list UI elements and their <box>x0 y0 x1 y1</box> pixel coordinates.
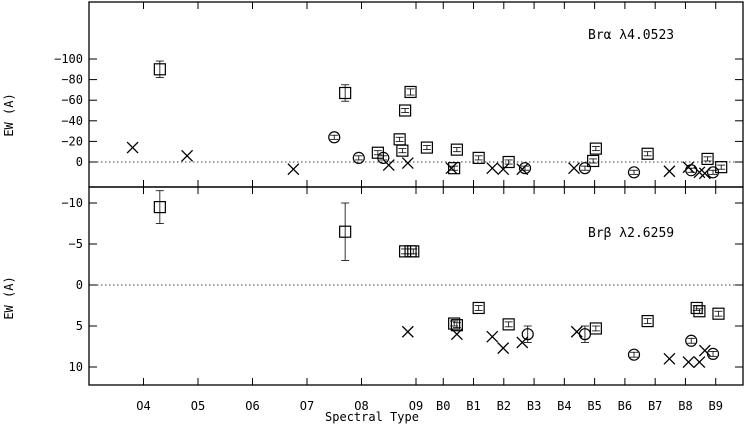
square-marker <box>450 319 463 332</box>
square-marker <box>420 141 433 154</box>
circle-marker <box>627 348 641 361</box>
top-panel-bracket-alpha: −100 −80 −60 −40 −20 0 <box>54 52 743 180</box>
y-tick-label: −20 <box>61 134 83 148</box>
cross-marker <box>698 344 711 357</box>
square-marker <box>472 301 485 315</box>
square-marker <box>712 307 725 320</box>
bottom-panel-bracket-beta: −10 −5 0 5 10 <box>61 190 743 374</box>
y-tick-label: −80 <box>61 73 83 87</box>
x-tick-label: O8 <box>354 399 368 413</box>
cross-marker <box>287 163 300 176</box>
square-marker <box>399 104 412 117</box>
square-marker <box>404 85 417 99</box>
square-marker <box>641 314 654 328</box>
square-marker <box>693 305 706 318</box>
square-marker <box>448 317 461 330</box>
square-marker <box>472 151 485 164</box>
circle-marker <box>328 131 341 144</box>
square-marker <box>339 86 352 100</box>
top-panel-label: Brα λ4.0523 <box>588 28 674 43</box>
square-marker <box>502 155 515 169</box>
bottom-panel-frame <box>88 186 744 386</box>
square-marker <box>448 162 461 175</box>
y-tick-label: −40 <box>61 114 83 128</box>
x-tick-label: O4 <box>136 399 150 413</box>
x-tick-label: O7 <box>300 399 314 413</box>
square-marker <box>502 318 515 331</box>
x-axis-title: Spectral Type <box>325 410 419 424</box>
x-tick-label: O6 <box>245 399 259 413</box>
cross-marker <box>516 163 529 176</box>
x-tick-label: B4 <box>557 399 571 413</box>
cross-marker <box>682 356 695 369</box>
x-tick-label: B0 <box>436 399 450 413</box>
square-marker <box>339 225 352 238</box>
square-marker <box>407 245 420 258</box>
x-tick-label: B3 <box>527 399 541 413</box>
square-marker <box>396 144 409 157</box>
cross-marker <box>663 352 676 365</box>
bottom-panel-label: Brβ λ2.6259 <box>588 226 674 241</box>
square-marker <box>589 322 602 335</box>
x-axis-spectral-type: O4 O5 O6 O7 O8 O9 B0 B1 B2 B3 B4 B5 B6 B7 B8 B9 <box>136 2 723 413</box>
x-tick-label: B7 <box>648 399 662 413</box>
cross-marker <box>497 342 510 355</box>
cross-marker <box>516 336 529 349</box>
cross-marker <box>693 356 706 369</box>
x-tick-label: B2 <box>497 399 511 413</box>
cross-marker <box>401 325 414 338</box>
y-tick-label: 0 <box>76 278 83 292</box>
circle-marker <box>521 328 534 341</box>
square-marker <box>589 142 602 155</box>
cross-marker <box>682 161 695 174</box>
square-marker <box>153 63 166 76</box>
circle-marker <box>685 334 698 347</box>
square-marker <box>641 147 654 160</box>
cross-marker <box>570 325 583 338</box>
circle-marker <box>377 151 390 164</box>
y-tick-label: −5 <box>69 237 83 251</box>
y-tick-label: 5 <box>76 319 83 333</box>
square-marker <box>587 154 600 168</box>
cross-marker <box>445 162 458 175</box>
x-tick-label: B1 <box>466 399 480 413</box>
cross-marker <box>663 165 676 178</box>
cross-marker <box>486 162 499 175</box>
x-tick-label: B5 <box>587 399 601 413</box>
x-tick-label: B9 <box>708 399 722 413</box>
circle-marker <box>352 151 365 164</box>
circle-marker <box>706 166 720 179</box>
top-y-axis-title: EW (A) <box>2 93 16 136</box>
y-tick-label: −60 <box>61 93 83 107</box>
square-marker <box>450 143 463 156</box>
bottom-y-axis-title: EW (A) <box>2 276 16 319</box>
square-marker <box>153 201 166 214</box>
cross-marker <box>401 157 414 169</box>
cross-marker <box>568 162 581 175</box>
y-tick-label: 10 <box>69 360 83 374</box>
square-marker <box>701 152 714 166</box>
cross-marker <box>693 166 706 179</box>
y-tick-label: −10 <box>61 196 83 210</box>
x-tick-label: B8 <box>678 399 692 413</box>
circle-marker <box>627 166 641 179</box>
cross-marker <box>486 330 499 343</box>
cross-marker <box>181 149 194 162</box>
x-tick-label: B6 <box>618 399 632 413</box>
x-tick-label: O9 <box>409 399 423 413</box>
y-tick-label: 0 <box>76 155 83 169</box>
cross-marker <box>698 167 711 180</box>
cross-marker <box>382 159 395 172</box>
x-tick-label: O5 <box>191 399 205 413</box>
cross-marker <box>126 141 139 154</box>
circle-marker <box>518 162 532 175</box>
cross-marker <box>450 328 463 341</box>
circle-marker <box>578 162 592 175</box>
cross-marker <box>497 163 510 176</box>
y-tick-label: −100 <box>54 52 83 66</box>
